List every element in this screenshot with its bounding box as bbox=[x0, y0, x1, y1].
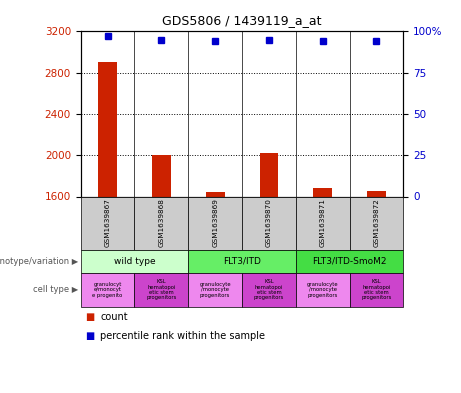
Text: GSM1639872: GSM1639872 bbox=[373, 198, 379, 248]
Bar bbox=[260, 153, 278, 196]
Text: FLT3/ITD: FLT3/ITD bbox=[223, 257, 261, 266]
Text: GDS5806 / 1439119_a_at: GDS5806 / 1439119_a_at bbox=[162, 14, 322, 27]
Bar bbox=[206, 192, 225, 196]
Text: GSM1639870: GSM1639870 bbox=[266, 198, 272, 248]
Text: KSL
hematopoi
etic stem
progenitors: KSL hematopoi etic stem progenitors bbox=[254, 279, 284, 300]
Text: granulocyt
e/monocyt
e progenito: granulocyt e/monocyt e progenito bbox=[93, 282, 123, 298]
Text: ■: ■ bbox=[85, 312, 95, 321]
Text: count: count bbox=[100, 312, 128, 321]
Text: GSM1639871: GSM1639871 bbox=[319, 198, 326, 248]
Bar bbox=[98, 62, 117, 196]
Text: cell type ▶: cell type ▶ bbox=[33, 285, 78, 294]
Text: genotype/variation ▶: genotype/variation ▶ bbox=[0, 257, 78, 266]
Text: ■: ■ bbox=[85, 331, 95, 340]
Text: GSM1639868: GSM1639868 bbox=[158, 198, 165, 248]
Bar bbox=[313, 188, 332, 196]
Text: GSM1639869: GSM1639869 bbox=[212, 198, 218, 248]
Bar bbox=[152, 155, 171, 196]
Text: wild type: wild type bbox=[114, 257, 155, 266]
Text: granulocyte
/monocyte
progenitors: granulocyte /monocyte progenitors bbox=[199, 282, 231, 298]
Text: granulocyte
/monocyte
progenitors: granulocyte /monocyte progenitors bbox=[307, 282, 338, 298]
Text: KSL
hematopoi
etic stem
progenitors: KSL hematopoi etic stem progenitors bbox=[361, 279, 392, 300]
Bar bbox=[367, 191, 386, 196]
Text: percentile rank within the sample: percentile rank within the sample bbox=[100, 331, 265, 340]
Text: FLT3/ITD-SmoM2: FLT3/ITD-SmoM2 bbox=[313, 257, 387, 266]
Text: KSL
hematopoi
etic stem
progenitors: KSL hematopoi etic stem progenitors bbox=[146, 279, 177, 300]
Text: GSM1639867: GSM1639867 bbox=[105, 198, 111, 248]
